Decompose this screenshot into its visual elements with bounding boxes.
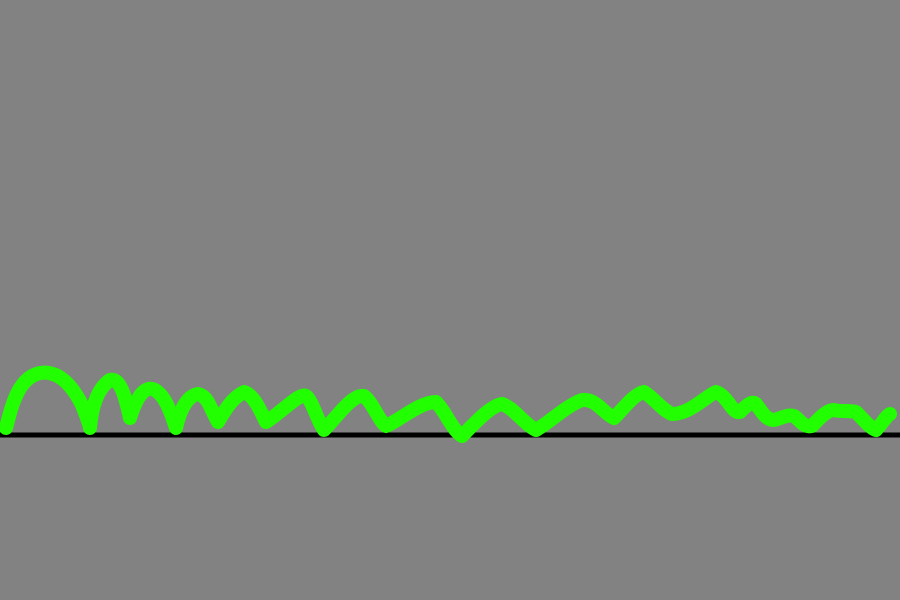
green-squiggle-stroke — [0, 365, 897, 443]
